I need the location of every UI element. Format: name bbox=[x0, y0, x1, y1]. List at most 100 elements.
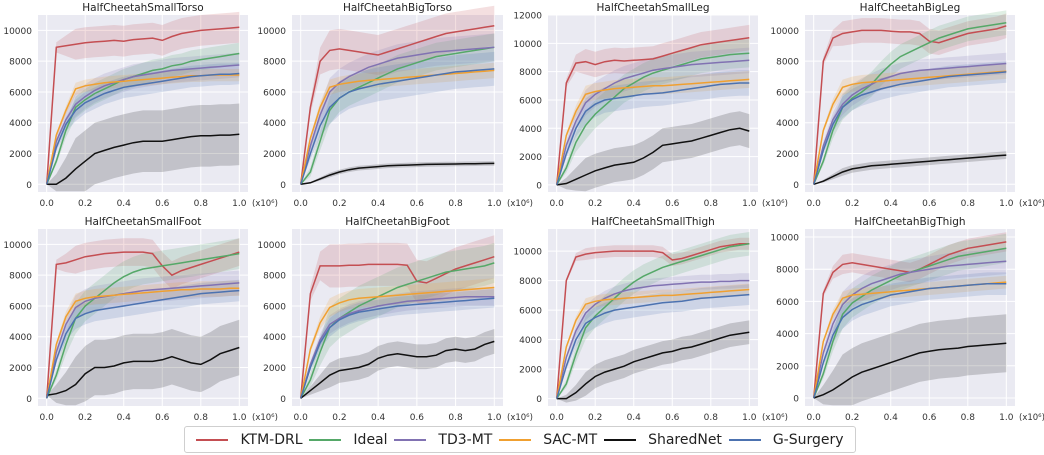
x-tick-label: 0.2 bbox=[332, 199, 346, 209]
band-g-surgery bbox=[46, 279, 240, 399]
plot-area bbox=[292, 15, 503, 192]
band-sac-mt bbox=[46, 68, 240, 185]
band-ideal bbox=[300, 242, 495, 399]
line-td3-mt bbox=[299, 46, 495, 185]
subplot-5: 0 2000 4000 6000 8000 10000 0.0 0.2 0.4 0.6 0.8 1.0… bbox=[3, 216, 278, 423]
x-tick-label: 0.0 bbox=[550, 413, 565, 423]
y-tick-label: 10000 bbox=[770, 234, 799, 244]
y-tick-label: 4000 bbox=[776, 330, 799, 340]
y-tick-label: 10000 bbox=[3, 27, 32, 37]
line-g-surgery bbox=[812, 282, 1007, 399]
line-sharednet bbox=[813, 154, 1007, 186]
x-tick-label: 1.0 bbox=[232, 199, 247, 209]
y-tick-label: 6000 bbox=[263, 302, 286, 312]
x-tick-label: 0.4 bbox=[371, 413, 386, 423]
x-tick-label: 0.6 bbox=[155, 413, 170, 423]
legend-label: SAC-MT bbox=[543, 431, 598, 448]
subplot-6: 0 2000 4000 6000 8000 10000 0.0 0.2 0.4 0.6 0.8 1.0… bbox=[257, 216, 533, 423]
x-tick-label: 0.4 bbox=[371, 199, 386, 209]
legend-label: G-Surgery bbox=[772, 431, 844, 448]
band-ktm-drl bbox=[46, 11, 240, 185]
x-tick-label: 0.4 bbox=[627, 199, 642, 209]
line-ktm-drl bbox=[812, 25, 1007, 185]
x-tick-label: 1.0 bbox=[999, 413, 1014, 423]
subplot-7: 0 2000 4000 6000 8000 10000 0.0 0.2 0.4 0.6 0.8 1.0… bbox=[513, 216, 788, 423]
x-tick-label: 0.2 bbox=[332, 413, 346, 423]
legend-swatch bbox=[499, 438, 532, 441]
band-sac-mt bbox=[300, 278, 495, 399]
x-tick-label: 1.0 bbox=[742, 413, 757, 423]
x-tick-label: 0.2 bbox=[845, 413, 859, 423]
line-td3-mt bbox=[555, 59, 750, 186]
y-tick-label: 6000 bbox=[519, 307, 542, 317]
band-ktm-drl bbox=[300, 235, 495, 399]
x-unit-label: (x10⁶) bbox=[762, 199, 788, 209]
x-tick-label: 0.2 bbox=[78, 413, 92, 423]
y-tick-label: 8000 bbox=[9, 58, 32, 68]
line-td3-mt bbox=[812, 260, 1007, 399]
line-sac-mt bbox=[555, 288, 750, 399]
y-tick-label: 2000 bbox=[519, 366, 542, 376]
band-ktm-drl bbox=[813, 232, 1007, 398]
band-sac-mt bbox=[556, 283, 750, 399]
line-ideal bbox=[46, 252, 240, 399]
y-tick-label: 8000 bbox=[519, 277, 542, 287]
legend-swatch bbox=[394, 438, 427, 441]
y-tick-label: 6000 bbox=[9, 88, 32, 98]
line-sac-mt bbox=[45, 287, 240, 399]
x-tick-label: 0.0 bbox=[294, 413, 309, 423]
x-unit-label: (x10⁶) bbox=[507, 199, 533, 209]
band-ktm-drl bbox=[556, 24, 750, 185]
line-g-surgery bbox=[45, 72, 240, 185]
band-sharednet bbox=[556, 111, 750, 192]
line-ktm-drl bbox=[45, 251, 240, 399]
x-tick-label: 0.0 bbox=[807, 413, 822, 423]
x-tick-label: 0.8 bbox=[961, 413, 976, 423]
y-tick-label: 10000 bbox=[513, 248, 542, 258]
subplot-title: HalfCheetahBigThigh bbox=[854, 216, 965, 228]
band-ktm-drl bbox=[556, 237, 750, 399]
x-tick-label: 0.8 bbox=[704, 199, 719, 209]
line-sac-mt bbox=[555, 78, 750, 186]
subplot-title: HalfCheetahBigLeg bbox=[860, 2, 961, 14]
x-tick-label: 0.8 bbox=[961, 199, 976, 209]
band-sharednet bbox=[46, 319, 240, 406]
band-ideal bbox=[556, 39, 750, 185]
line-g-surgery bbox=[299, 68, 495, 185]
line-ideal bbox=[556, 52, 750, 186]
line-sharednet bbox=[556, 331, 750, 400]
y-tick-label: 2000 bbox=[776, 150, 799, 160]
x-tick-label: 0.8 bbox=[448, 199, 463, 209]
line-sharednet bbox=[300, 340, 495, 399]
y-tick-label: 0 bbox=[536, 181, 542, 191]
line-sharednet bbox=[46, 346, 240, 396]
line-ideal bbox=[46, 52, 240, 185]
y-tick-label: 0 bbox=[26, 395, 32, 405]
subplot-title: HalfCheetahSmallFoot bbox=[85, 216, 202, 228]
y-tick-label: 10000 bbox=[257, 27, 286, 37]
band-td3-mt bbox=[813, 248, 1007, 398]
line-sharednet bbox=[556, 127, 750, 186]
line-g-surgery bbox=[812, 71, 1007, 185]
x-unit-label: (x10⁶) bbox=[1019, 413, 1044, 423]
x-tick-label: 0.6 bbox=[665, 413, 680, 423]
x-tick-label: 0.2 bbox=[845, 199, 859, 209]
x-tick-label: 0.0 bbox=[550, 199, 565, 209]
y-tick-label: 2000 bbox=[263, 364, 286, 374]
line-td3-mt bbox=[45, 282, 240, 399]
y-tick-label: 10000 bbox=[3, 241, 32, 251]
x-tick-label: 0.6 bbox=[410, 413, 425, 423]
y-tick-label: 4000 bbox=[519, 125, 542, 135]
legend-item-ideal: Ideal bbox=[309, 432, 388, 448]
y-tick-label: 4000 bbox=[263, 333, 286, 343]
legend-item-ktm-drl: KTM-DRL bbox=[196, 432, 303, 448]
line-ktm-drl bbox=[555, 36, 750, 185]
subplot-4: 0 2000 4000 6000 8000 10000 0.0 0.2 0.4 0.6 0.8 1.0… bbox=[770, 2, 1044, 209]
x-tick-label: 1.0 bbox=[999, 199, 1014, 209]
line-g-surgery bbox=[45, 289, 240, 399]
y-tick-label: 6000 bbox=[776, 298, 799, 308]
x-tick-label: 0.0 bbox=[294, 199, 309, 209]
y-tick-label: 8000 bbox=[263, 272, 286, 282]
y-tick-label: 2000 bbox=[776, 362, 799, 372]
x-tick-label: 0.6 bbox=[665, 199, 680, 209]
